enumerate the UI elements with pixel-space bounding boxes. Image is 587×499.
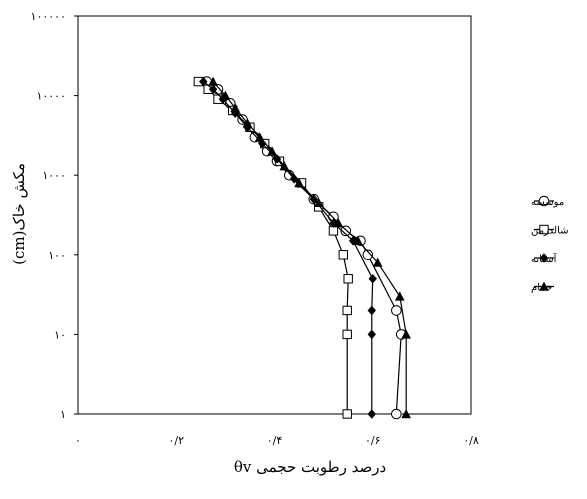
- legend-label-3: آستانه: [531, 252, 558, 265]
- series-4-point: [220, 90, 231, 100]
- series-3-point: [367, 409, 376, 419]
- y-axis-ticks: ۱ ۱۰ ۱۰۰ ۱۰۰۰ ۱۰۰۰۰ ۱۰۰۰۰۰: [31, 10, 78, 421]
- x-tick-label: ۰: [75, 434, 81, 447]
- y-tick-label: ۱۰۰۰: [42, 169, 66, 182]
- y-tick-label: ۱۰۰۰۰: [36, 90, 66, 103]
- x-tick-label: ۰/۴: [267, 434, 283, 447]
- series-3-point: [368, 273, 377, 284]
- series-4-point: [279, 161, 290, 171]
- series-4-point: [394, 291, 405, 301]
- series-4-point: [353, 235, 363, 245]
- series-4-point: [333, 218, 344, 228]
- plot-frame: [77, 15, 472, 415]
- series-3-point: [272, 154, 282, 164]
- series-3-point: [208, 84, 218, 95]
- series-4-point: [230, 102, 240, 113]
- series-3-point: [367, 305, 376, 316]
- series-4-point: [208, 76, 218, 86]
- x-tick-label: ۰/۸: [463, 434, 479, 447]
- series-2-point: [343, 274, 353, 284]
- series-4-point: [372, 257, 383, 267]
- legend-label-4: خمام: [531, 283, 552, 294]
- series-4-point: [294, 177, 304, 188]
- series-2-point: [338, 250, 348, 260]
- series-4-point: [242, 118, 253, 128]
- legend-marker-3: [539, 253, 549, 263]
- y-tick-label: ۱۰۰: [48, 249, 66, 262]
- y-tick-label: ۱۰: [54, 328, 66, 341]
- series-1-point: [340, 225, 352, 237]
- series-4-point: [401, 329, 411, 339]
- y-axis-label: مکش خاک(cm): [10, 163, 28, 265]
- series-4-point: [401, 409, 411, 419]
- legend-label-2: شالدرمن: [531, 226, 569, 237]
- legend-marker-4: [539, 281, 549, 291]
- series-1-point: [391, 305, 402, 316]
- series-4-point: [267, 146, 277, 156]
- series-3-point: [367, 329, 376, 340]
- series-4-point: [254, 132, 265, 142]
- x-axis-label: درصد رطوبت حجمی θv: [234, 458, 386, 476]
- series-1-point: [391, 408, 402, 420]
- x-tick-label: ۰/۶: [365, 434, 381, 447]
- y-tick-label: ۱۰۰۰۰۰: [31, 10, 66, 23]
- legend: موسسه شالدرمن آستانه خمام: [531, 195, 569, 294]
- series-3-point: [258, 138, 267, 149]
- series-line-2: [198, 81, 349, 414]
- x-axis-ticks: ۰ ۰/۲ ۰/۴ ۰/۶ ۰/۸: [75, 434, 479, 447]
- x-tick-label: ۰/۲: [168, 434, 184, 447]
- series-layer: [193, 76, 411, 420]
- series-line-4: [212, 81, 407, 414]
- legend-marker-2: [539, 224, 549, 235]
- series-3-point: [289, 174, 299, 184]
- series-4-point: [313, 197, 324, 208]
- legend-label-1: موسسه: [531, 197, 564, 208]
- legend-marker-1: [538, 195, 550, 207]
- series-3-point: [199, 76, 208, 87]
- series-2-point: [342, 409, 352, 419]
- y-tick-label: ۱: [60, 408, 66, 421]
- series-1-point: [362, 249, 374, 261]
- series-3-point: [309, 194, 318, 204]
- series-2-point: [342, 329, 352, 340]
- series-2-point: [342, 305, 352, 316]
